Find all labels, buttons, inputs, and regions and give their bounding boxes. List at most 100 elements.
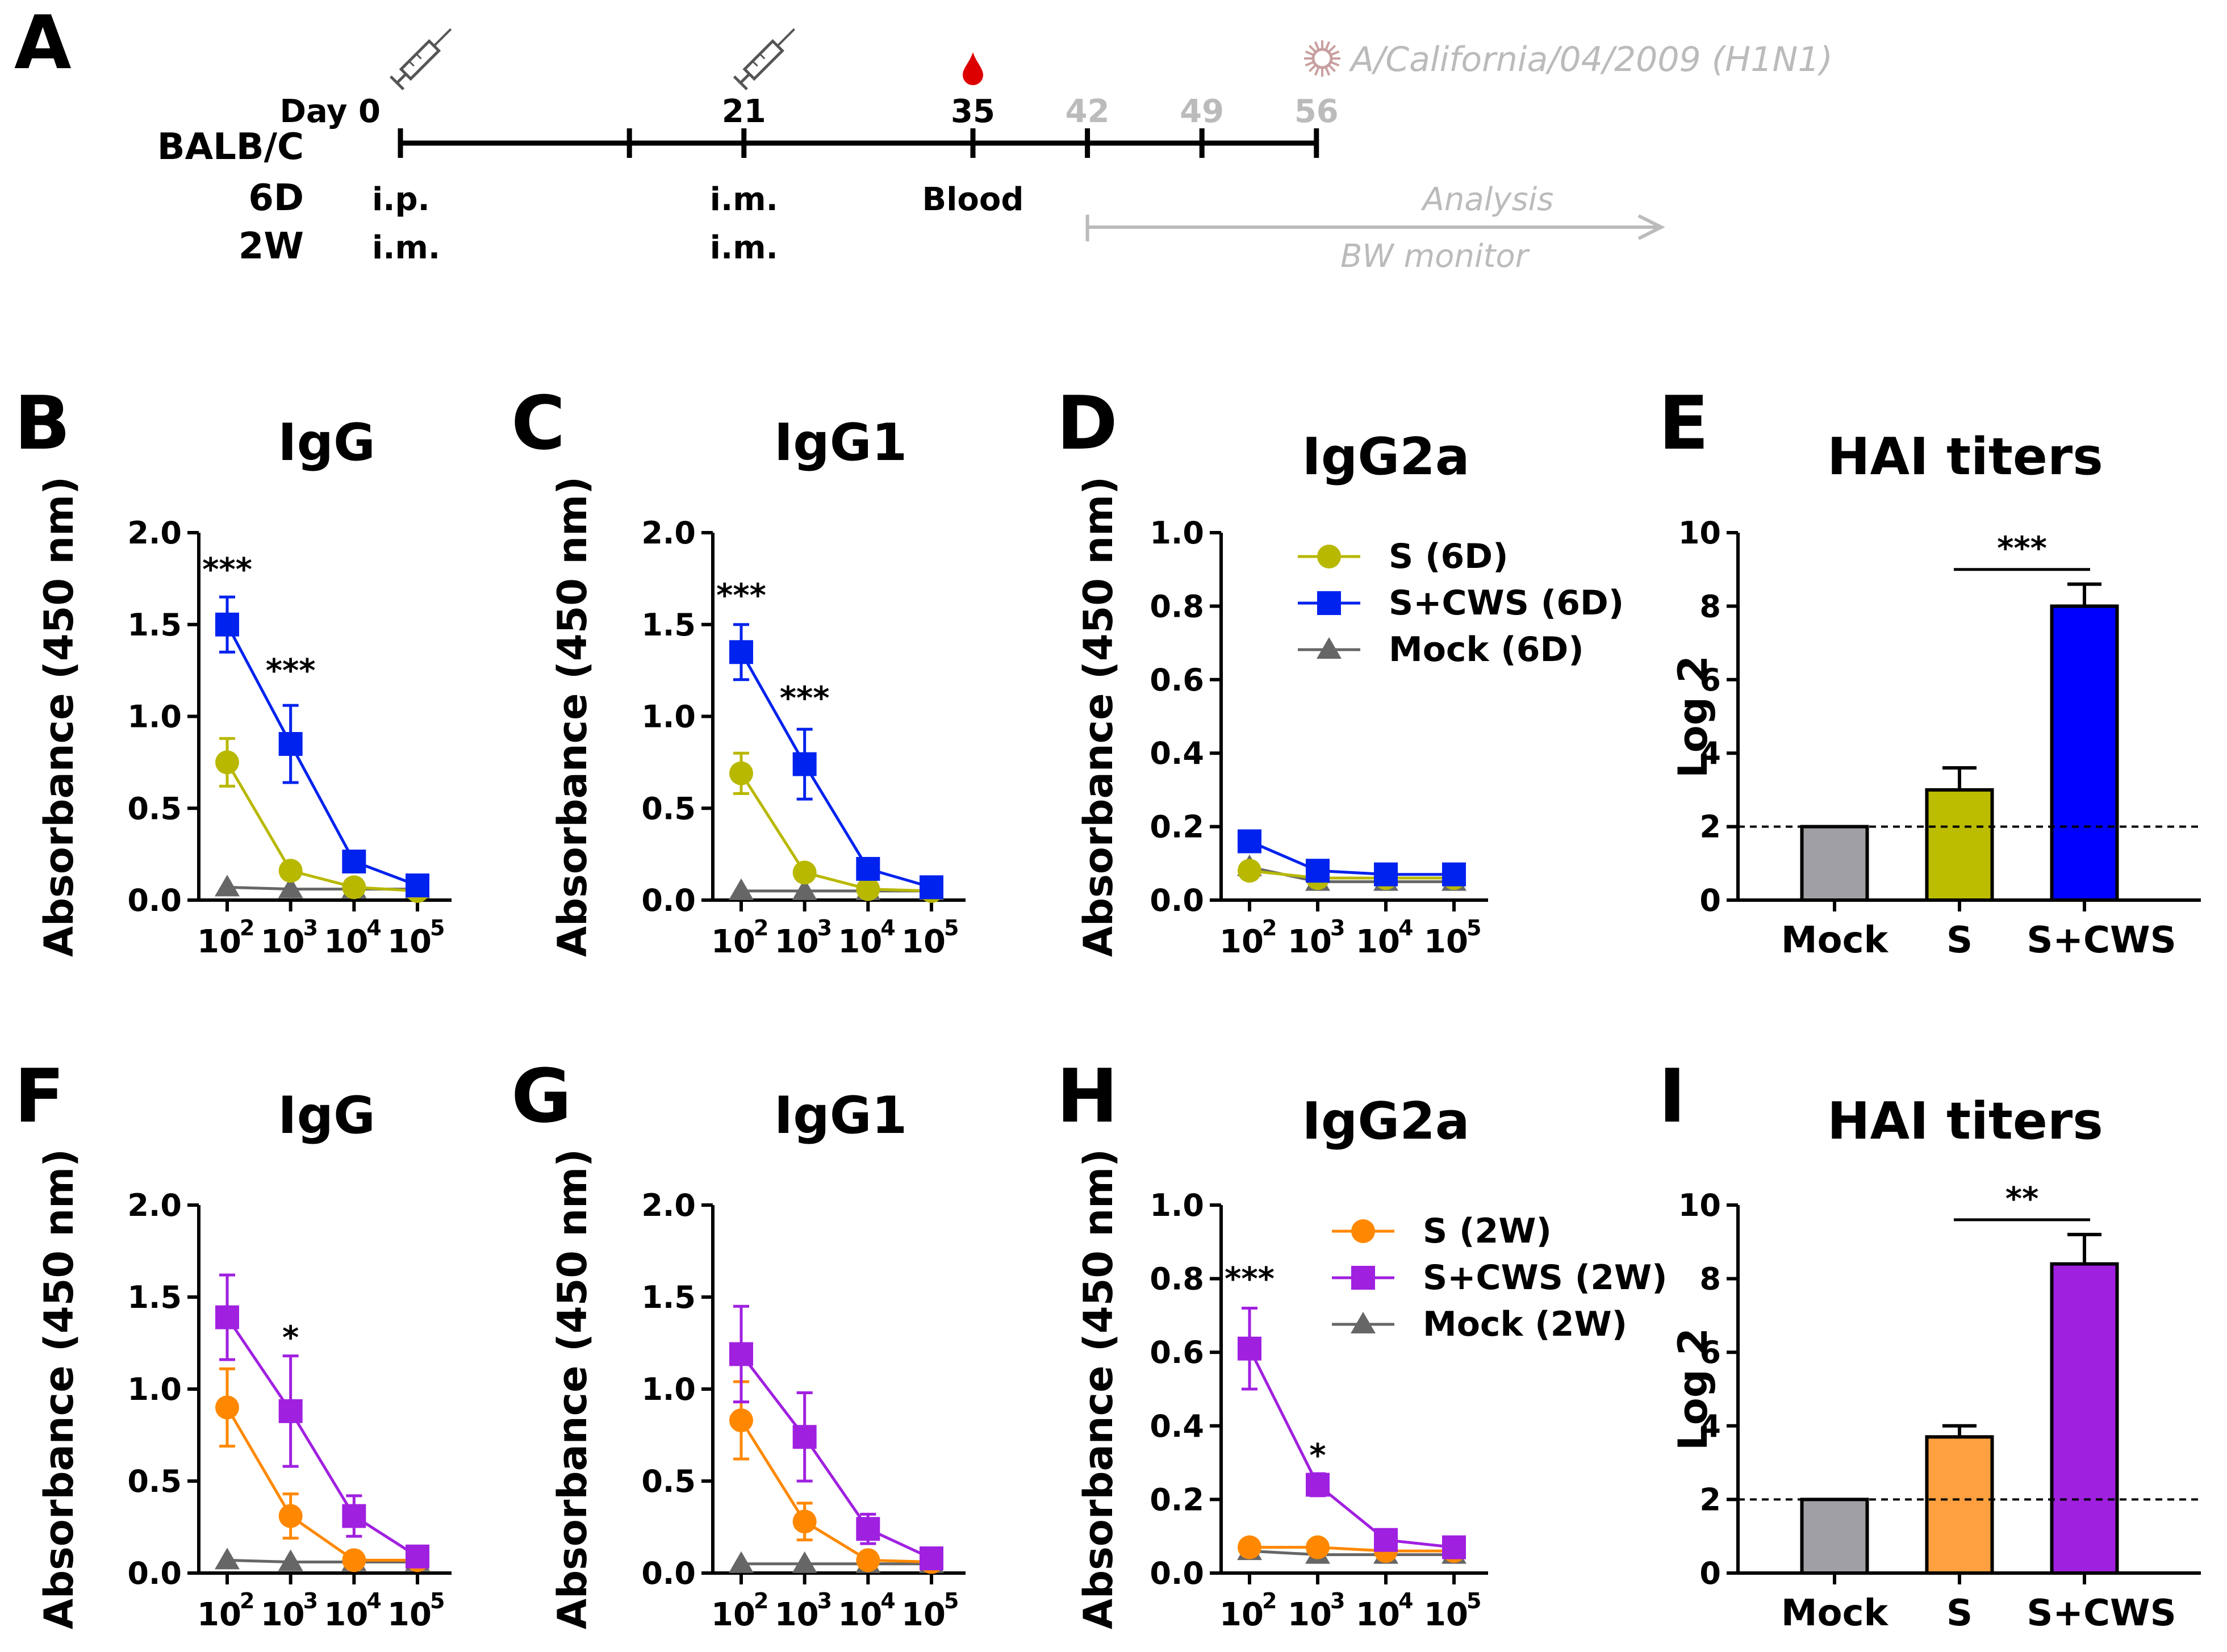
data-point <box>1306 1535 1330 1559</box>
series-S (2W) <box>729 1380 943 1574</box>
x-tick-exponent: 2 <box>240 1588 254 1613</box>
timeline-day-label: 35 <box>951 93 995 130</box>
y-tick-label: 1.0 <box>641 1371 696 1407</box>
bar <box>1925 1435 1994 1575</box>
x-tick-label: 10 <box>838 923 882 960</box>
x-tick-label: 10 <box>1219 1596 1264 1633</box>
y-tick-label: 2 <box>1699 1482 1721 1517</box>
significance-label: *** <box>1225 1261 1275 1298</box>
data-point <box>729 878 754 900</box>
x-tick-exponent: 3 <box>303 915 318 940</box>
legend-label: S+CWS (6D) <box>1389 583 1624 623</box>
series-S+CWS (2W) <box>1238 1306 1466 1559</box>
data-point <box>856 1548 880 1572</box>
legend-label: S+CWS (2W) <box>1423 1258 1668 1298</box>
x-tick-exponent: 5 <box>430 915 445 940</box>
bar <box>1800 825 1869 902</box>
significance-label: *** <box>266 653 316 689</box>
timeline-day-label: 49 <box>1180 93 1224 130</box>
series-line <box>740 1353 933 1560</box>
y-tick-label: 0.6 <box>1150 1335 1204 1370</box>
y-tick-label: 0.2 <box>1150 1482 1204 1517</box>
data-point <box>1374 1528 1398 1552</box>
data-point <box>1306 1473 1330 1497</box>
x-tick-label: 10 <box>387 923 432 960</box>
x-tick-label: 10 <box>775 923 819 960</box>
y-tick-label: 0.0 <box>641 883 696 918</box>
bar <box>1800 1498 1869 1575</box>
data-point <box>342 850 366 874</box>
data-point <box>342 1504 366 1528</box>
data-point <box>729 761 753 785</box>
x-tick-label: 10 <box>261 1596 305 1633</box>
series-line <box>739 772 932 893</box>
data-point <box>215 875 240 897</box>
data-point <box>729 640 753 664</box>
y-tick-label: 0.4 <box>1150 1408 1204 1444</box>
timeline-row-label: 6D <box>248 177 304 219</box>
legend-marker <box>1351 1312 1376 1333</box>
panel-label-H: H <box>1056 1053 1118 1139</box>
data-point <box>729 1551 754 1573</box>
x-tick-exponent: 3 <box>1330 1588 1345 1613</box>
data-point <box>792 878 817 900</box>
data-point <box>406 873 429 898</box>
chart-panel-G: G IgG1 Absorbance (450 nm) 0.0 0.5 1.0 1.5 2.0 1… <box>511 1053 966 1633</box>
x-tick-exponent: 2 <box>1262 915 1277 940</box>
route-day0: i.p. <box>372 181 430 218</box>
x-tick-exponent: 3 <box>817 1588 832 1613</box>
chart-panel-I: I HAI titers Log 2 0 2 4 6 8 10 Mock S S+CWS ** <box>1658 1053 2201 1634</box>
chart-panel-F: F IgG Absorbance (450 nm) 0.0 0.5 1.0 1.5 2.0 10… <box>14 1053 452 1633</box>
syringe-needle <box>776 28 796 47</box>
legend-label: Mock (6D) <box>1389 630 1584 670</box>
y-tick-label: 1.0 <box>1150 1187 1204 1223</box>
y-tick-label: 8 <box>1699 1261 1721 1297</box>
y-tick-label: 0.6 <box>1150 662 1204 698</box>
panel-label-D: D <box>1056 380 1118 466</box>
significance-label: *** <box>716 577 766 614</box>
legend-entry: Mock (6D) <box>1298 630 1584 670</box>
data-point <box>1306 859 1330 883</box>
x-tick-label: S <box>1946 919 1973 961</box>
x-tick-exponent: 4 <box>1398 1588 1413 1613</box>
y-tick-label: 2 <box>1699 809 1721 845</box>
x-tick-label: 10 <box>711 1596 755 1633</box>
chart-panel-D: D IgG2a Absorbance (450 nm) 0.0 0.2 0.4 0.6 0.8… <box>1056 380 1624 960</box>
panel-label-I: I <box>1658 1053 1686 1139</box>
data-point <box>215 1395 239 1420</box>
y-tick-label: 0.0 <box>127 883 182 918</box>
data-point <box>792 752 817 776</box>
timeline-row-label: BALB/C <box>157 126 304 168</box>
data-point <box>856 877 880 901</box>
syringe-mark <box>752 60 758 67</box>
route-day0: i.m. <box>372 229 440 266</box>
data-point <box>1238 1535 1261 1559</box>
series-S+CWS (2W) <box>729 1304 943 1571</box>
syringe-handle <box>390 75 405 90</box>
timeline-day0-label: Day 0 <box>279 93 381 130</box>
virus-icon <box>1304 40 1340 77</box>
y-axis-label: Absorbance (450 nm) <box>36 476 82 957</box>
y-tick-label: 0.0 <box>1150 883 1204 918</box>
data-point <box>1442 862 1466 886</box>
legend-marker <box>1317 545 1341 568</box>
x-tick-exponent: 5 <box>1466 1588 1481 1613</box>
x-tick-exponent: 3 <box>1330 915 1345 940</box>
syringe-mark <box>408 60 415 67</box>
legend-entry: S+CWS (2W) <box>1332 1258 1668 1298</box>
data-point <box>215 1305 239 1329</box>
legend-marker <box>1351 1219 1375 1243</box>
y-tick-label: 4 <box>1699 1408 1721 1444</box>
y-axis-label: Absorbance (450 nm) <box>1075 1149 1122 1629</box>
y-tick-label: 2.0 <box>127 515 182 551</box>
chart-title: IgG <box>278 413 375 472</box>
syringe-plunger <box>739 73 751 84</box>
data-point <box>342 1548 366 1572</box>
x-tick-label: 10 <box>1424 1596 1468 1633</box>
data-point <box>1238 829 1261 854</box>
data-point <box>1442 1535 1466 1559</box>
y-tick-label: 4 <box>1699 735 1721 771</box>
legend-marker <box>1317 637 1342 659</box>
x-tick-label: 10 <box>775 1596 819 1633</box>
y-tick-label: 0 <box>1699 1555 1721 1591</box>
